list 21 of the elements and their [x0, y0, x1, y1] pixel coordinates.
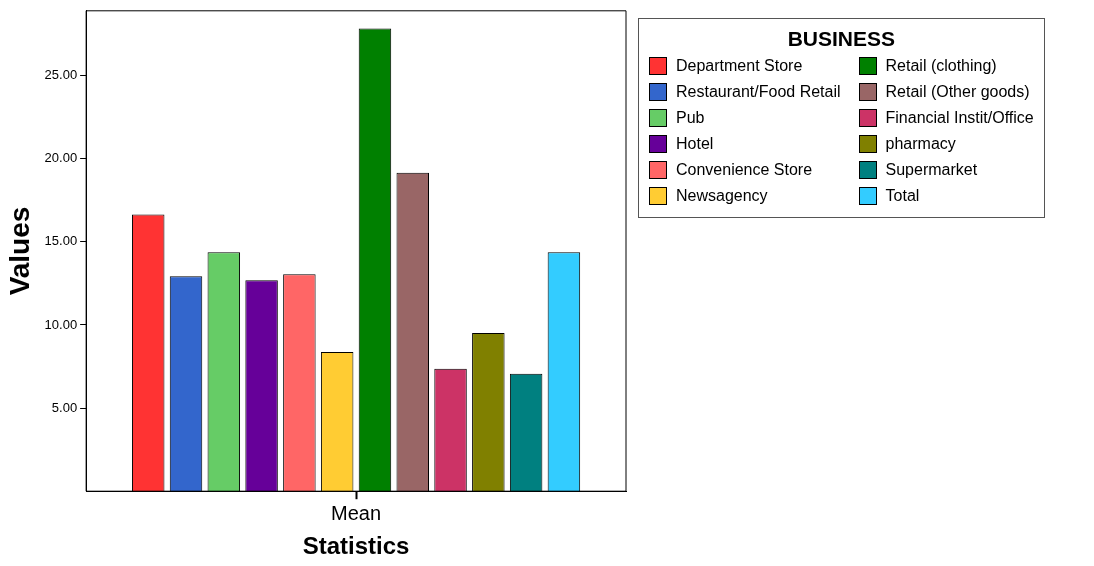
y-tick-label: 10.00	[44, 316, 78, 332]
legend-label: Financial Instit/Office	[885, 109, 1034, 127]
legend-label: Supermarket	[885, 161, 978, 179]
legend-label: Restaurant/Food Retail	[676, 83, 841, 101]
legend-label: Retail (Other goods)	[885, 83, 1030, 101]
y-tick-label: 15.00	[44, 233, 78, 249]
legend-label: Newsagency	[676, 187, 768, 205]
legend-label: Department Store	[676, 57, 803, 75]
legend-label: Hotel	[676, 135, 714, 153]
legend-label: Convenience Store	[676, 161, 813, 179]
legend-label: Retail (clothing)	[885, 57, 997, 75]
x-tick-label: Mean	[331, 501, 382, 524]
y-tick-label: 5.00	[51, 399, 78, 415]
y-tick-label: 20.00	[44, 150, 78, 166]
y-axis-title: Values	[3, 206, 35, 296]
y-tick-label: 25.00	[44, 67, 78, 83]
x-axis-title: Statistics	[302, 532, 410, 560]
legend-label: Pub	[676, 109, 705, 127]
legend-title: BUSINESS	[786, 27, 897, 51]
legend-label: pharmacy	[885, 135, 956, 153]
legend-label: Total	[885, 187, 920, 205]
